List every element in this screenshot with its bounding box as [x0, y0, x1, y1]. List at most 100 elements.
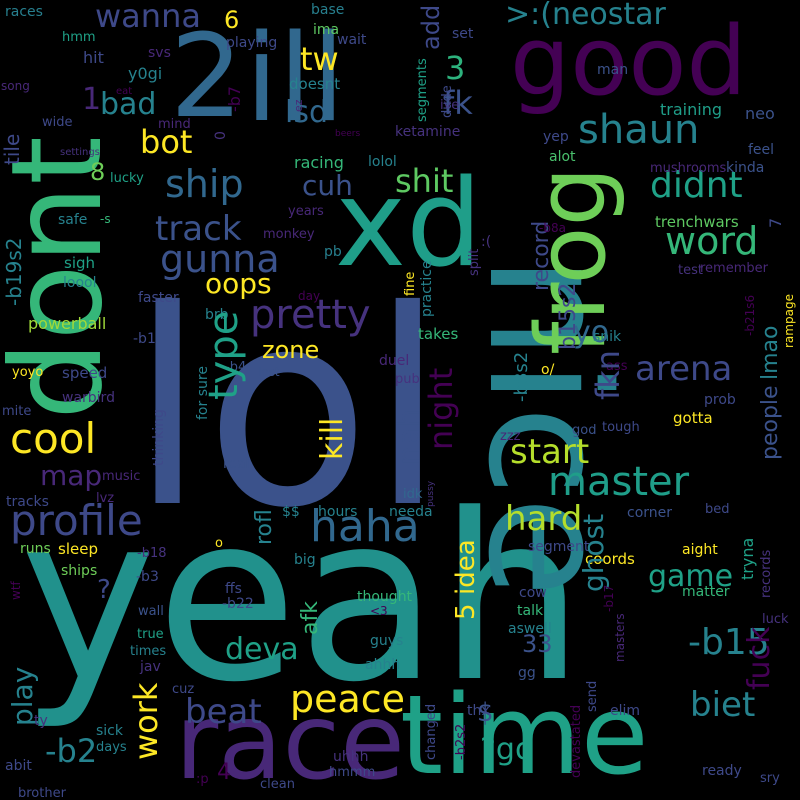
word-7: time	[400, 671, 649, 799]
word-128: guys	[370, 633, 404, 649]
word-4: xd	[335, 155, 483, 294]
word-200: fine	[403, 271, 418, 296]
word-188: tryna	[738, 537, 757, 580]
word-98: lost	[258, 365, 280, 379]
word-61: kinda	[726, 160, 765, 176]
word-33: cuh	[302, 169, 353, 202]
word-107: tracks	[6, 494, 49, 510]
word-142: prob	[704, 392, 736, 408]
word-78: y0gi	[128, 64, 163, 83]
word-160: :p	[196, 772, 209, 787]
word-184: fkn	[589, 349, 627, 400]
word-144: god	[572, 423, 597, 438]
word-5: ill	[245, 10, 346, 149]
word-94: brb	[205, 307, 229, 323]
word-133: gg	[518, 665, 536, 681]
word-46: yo	[573, 315, 610, 350]
word-23: arena	[635, 349, 733, 389]
word-32: shit	[395, 162, 454, 200]
word-77: hit	[83, 48, 104, 67]
word-148: zzz	[500, 429, 521, 444]
word-40: 8	[90, 158, 106, 186]
word-163: beers	[335, 129, 361, 139]
word-52: $	[477, 698, 494, 728]
word-132: cow	[519, 585, 547, 601]
word-12: haha	[310, 501, 420, 552]
word-64: remember	[700, 261, 768, 276]
word-43: zone	[262, 336, 320, 364]
word-31: bot	[140, 123, 193, 161]
word-84: lucky	[110, 171, 144, 186]
word-202: split	[467, 248, 482, 276]
word-49: -b2	[45, 732, 98, 770]
word-6: 2	[170, 10, 244, 144]
word-65: test	[678, 263, 703, 278]
word-13: master	[548, 459, 690, 505]
word-9: good	[510, 7, 747, 117]
word-26: hard	[505, 499, 583, 539]
word-136: aight	[682, 542, 718, 558]
word-159: brother	[18, 786, 66, 800]
word-201: practice	[419, 260, 435, 317]
word-55: training	[660, 100, 722, 119]
word-62: mushrooms	[650, 161, 727, 176]
word-162: eat	[116, 86, 133, 97]
word-193: work	[127, 682, 165, 760]
word-122: wall	[138, 604, 164, 619]
word-45: game	[648, 559, 734, 594]
word-22: biet	[690, 685, 756, 725]
word-124: true	[137, 627, 164, 642]
word-212: o	[215, 536, 223, 551]
word-173: b15s2	[556, 282, 581, 350]
word-89: monkey	[263, 227, 315, 242]
word-91: pb	[324, 244, 342, 260]
word-207: pussy	[426, 480, 436, 507]
word-152: sry	[760, 771, 780, 786]
word-100: -b1	[133, 331, 156, 347]
word-118: -b3	[136, 569, 159, 585]
word-123: <3	[370, 604, 388, 618]
word-196: ty	[34, 713, 48, 729]
word-106: music	[102, 469, 141, 484]
word-42: oops	[205, 267, 272, 300]
word-191: -b21s6	[743, 294, 757, 336]
word-18: ship	[165, 162, 244, 206]
word-30: lsd	[285, 95, 329, 130]
word-15: cool	[10, 414, 97, 463]
word-66: alot	[549, 149, 576, 165]
word-25: start	[510, 432, 590, 472]
word-127: cuz	[172, 682, 195, 697]
word-74: set	[452, 26, 474, 42]
word-41: >:(neostar	[505, 0, 666, 32]
word-135: segment	[528, 539, 590, 555]
word-169: add	[417, 4, 445, 50]
word-174: -b8s2	[511, 351, 532, 402]
word-208: devastated	[569, 704, 584, 778]
word-72: playing	[226, 35, 278, 51]
word-51: 33	[522, 630, 553, 658]
word-180: afk	[298, 601, 323, 635]
word-130: talk	[517, 603, 544, 619]
word-143: tough	[602, 420, 640, 435]
word-68: man	[597, 62, 629, 78]
word-17: gunna	[160, 237, 280, 281]
word-104: warbird	[62, 390, 115, 406]
word-79: svs	[148, 45, 171, 61]
word-190: rampage	[782, 294, 796, 348]
word-56: racing	[294, 153, 344, 172]
word-109: $$	[282, 504, 300, 520]
word-70: ima	[313, 22, 340, 38]
word-181: ghost	[577, 513, 610, 592]
word-151: ready	[702, 763, 742, 779]
word-198: thinking	[151, 409, 167, 466]
word-131: aswell	[508, 621, 552, 637]
word-60: feel	[748, 142, 775, 158]
word-165: -b19s2	[2, 237, 26, 306]
word-27: beat	[185, 692, 262, 732]
word-75: ive	[440, 98, 460, 113]
word-108: lvz	[96, 491, 115, 506]
word-48: -b15	[688, 622, 770, 663]
word-150: elim	[610, 703, 641, 719]
word-29: wanna	[95, 0, 201, 35]
word-16: pretty	[250, 292, 371, 338]
